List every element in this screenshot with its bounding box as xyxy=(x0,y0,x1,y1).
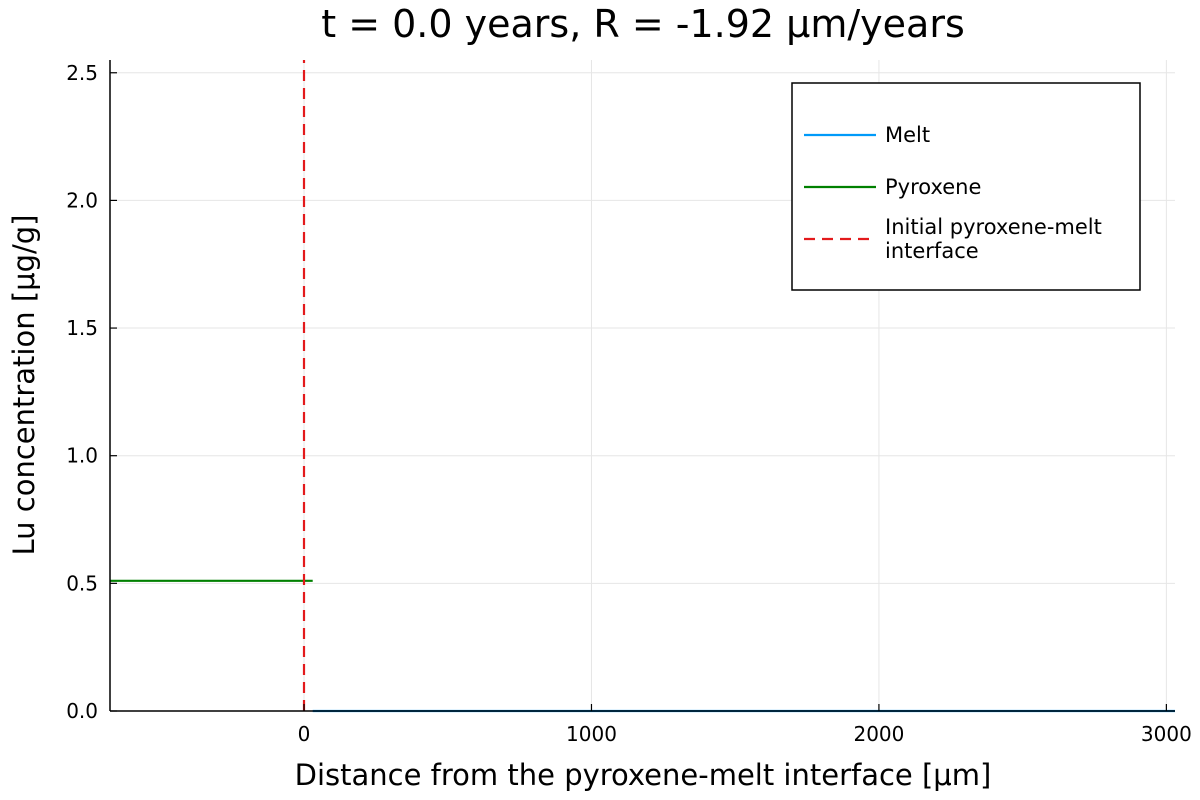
legend-label: Pyroxene xyxy=(885,175,981,199)
y-tick-label: 2.5 xyxy=(66,61,98,85)
chart-title: t = 0.0 years, R = -1.92 μm/years xyxy=(321,2,965,46)
legend-label-line: Pyroxene xyxy=(885,175,981,199)
y-axis-label: Lu concentration [μg/g] xyxy=(7,215,41,556)
legend-label-line: interface xyxy=(885,239,979,263)
y-tick-label: 1.0 xyxy=(66,444,98,468)
y-tick-label: 2.0 xyxy=(66,188,98,212)
x-tick-label: 1000 xyxy=(566,722,617,746)
ticks: 0 1000 2000 3000 0.0 0.5 1.0 1.5 2.0 2.5 xyxy=(66,61,1192,746)
x-axis-label: Distance from the pyroxene-melt interfac… xyxy=(295,758,992,792)
axes xyxy=(109,60,1175,712)
x-tick-label: 3000 xyxy=(1141,722,1192,746)
legend-label-line: Melt xyxy=(885,123,930,147)
y-tick-label: 1.5 xyxy=(66,316,98,340)
legend-label: Initial pyroxene-melt interface xyxy=(885,215,1102,263)
y-tick-label: 0.5 xyxy=(66,571,98,595)
x-tick-label: 2000 xyxy=(853,722,904,746)
legend-label-line: Initial pyroxene-melt xyxy=(885,215,1102,239)
legend: Melt Pyroxene Initial pyroxene-melt interfa… xyxy=(791,82,1141,291)
legend-label: Melt xyxy=(885,123,930,147)
y-tick-label: 0.0 xyxy=(66,699,98,723)
x-tick-label: 0 xyxy=(298,722,311,746)
